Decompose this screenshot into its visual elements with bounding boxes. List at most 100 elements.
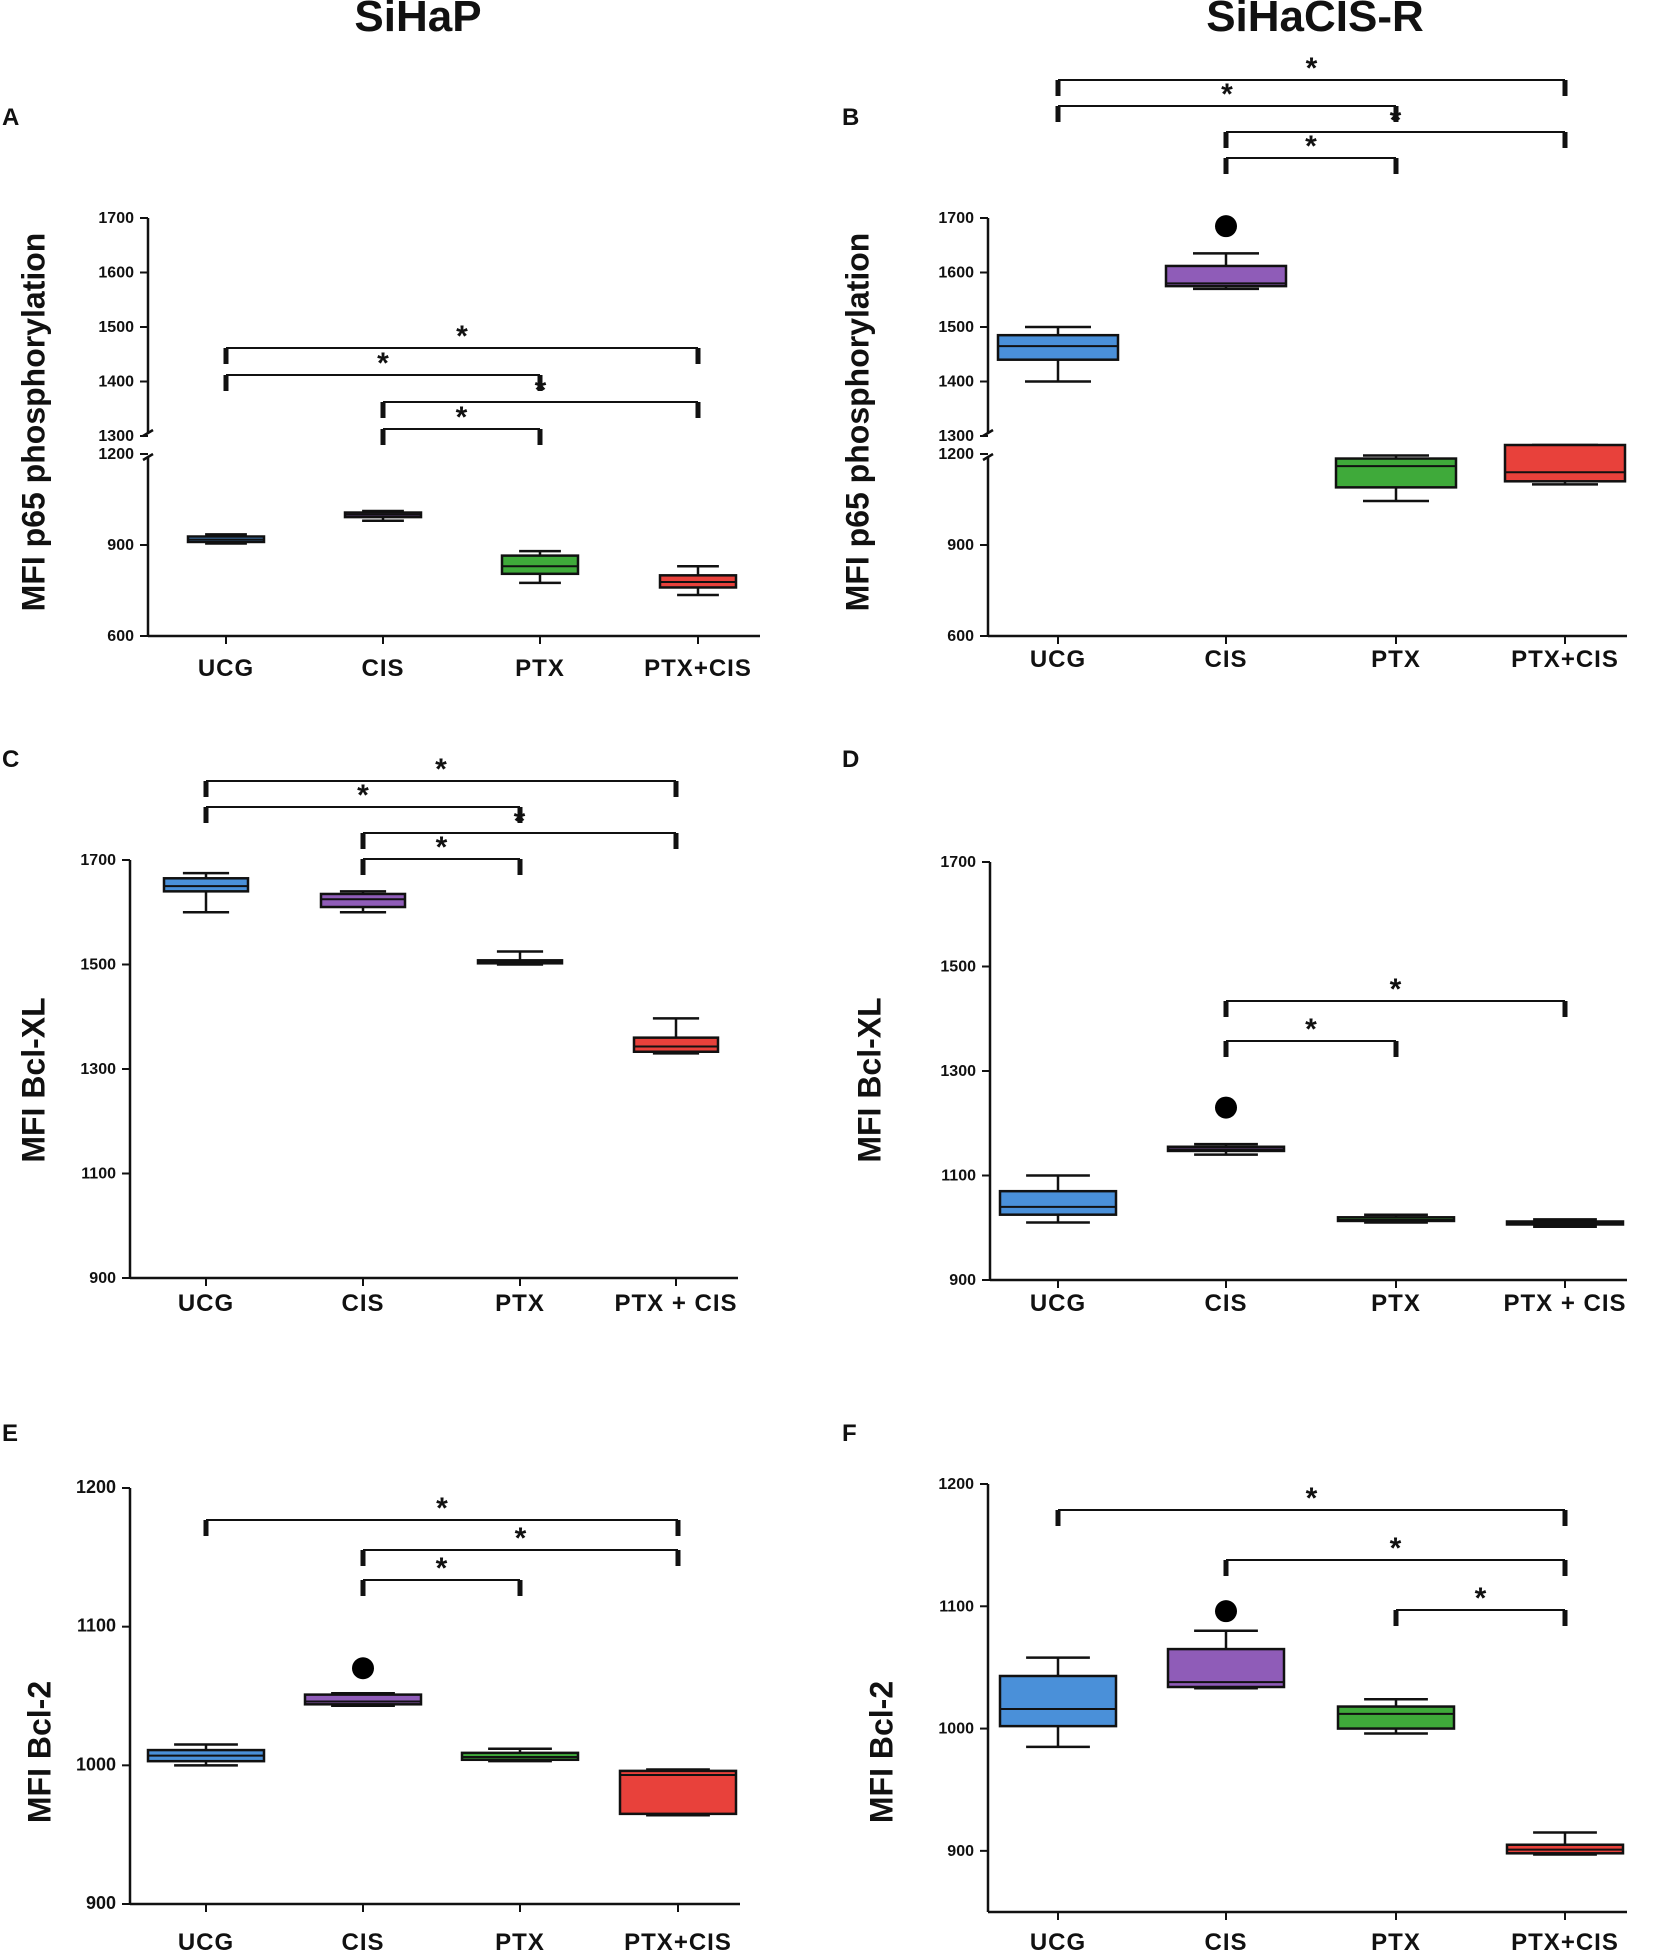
x-tick-label: UCG — [1030, 1929, 1086, 1952]
x-tick-label: PTX+CIS — [1511, 646, 1619, 673]
significance-bracket: * — [203, 753, 679, 797]
panel-c: 900 1100 1300 1500 1700 UCG CIS PTX PTX + CIS * * *… — [80, 753, 738, 1317]
box-cis — [343, 509, 423, 522]
x-tick-label: UCG — [1030, 646, 1086, 673]
significance-bracket: * — [1393, 1582, 1568, 1626]
box-cis — [303, 1691, 423, 1707]
box-ucg — [998, 1656, 1118, 1749]
box-iqr — [1503, 443, 1627, 483]
column-title-sihacis-r: SiHaCIS-R — [1206, 0, 1424, 41]
significance-star: * — [1390, 104, 1402, 137]
box-ucg — [996, 325, 1120, 383]
x-tick-label: PTX+CIS — [1511, 1929, 1619, 1952]
significance-bracket: * — [1055, 78, 1399, 122]
y-tick-label: 1500 — [940, 959, 976, 976]
significance-star: * — [1221, 78, 1233, 111]
significance-star: * — [436, 1492, 448, 1525]
significance-star: * — [1305, 1013, 1317, 1046]
y-tick-label: 900 — [89, 1270, 116, 1287]
y-tick-label: 1100 — [941, 1168, 976, 1185]
y-tick-label: 1700 — [940, 854, 976, 871]
box-iqr — [618, 1769, 738, 1816]
significance-star: * — [514, 805, 526, 838]
panel-f: 900 1000 1100 1200 UCG CIS PTX PTX+CIS * * * — [938, 1476, 1627, 1952]
significance-star: * — [436, 831, 448, 864]
significance-star: * — [357, 779, 369, 812]
y-tick-label: 900 — [86, 1893, 116, 1913]
box-ptx-cis — [1505, 1218, 1625, 1228]
box-ptx — [1334, 454, 1458, 503]
y-tick-label: 600 — [947, 628, 974, 645]
significance-bracket: * — [380, 401, 543, 445]
outlier-point — [352, 1657, 374, 1680]
y-tick-label: 1400 — [938, 374, 974, 391]
panel-letter-a: A — [2, 104, 20, 131]
y-tick-label: 1200 — [938, 1476, 974, 1493]
column-title-sihap: SiHaP — [354, 0, 482, 41]
significance-bracket: * — [223, 347, 543, 391]
significance-bracket: * — [1223, 1532, 1568, 1576]
significance-star: * — [1305, 130, 1317, 163]
y-tick-label: 1200 — [98, 446, 134, 463]
significance-bracket: * — [360, 831, 523, 875]
y-tick-label: 900 — [947, 537, 974, 554]
y-tick-label: 1200 — [76, 1477, 116, 1497]
box-ucg — [998, 1174, 1118, 1224]
significance-star: * — [1306, 52, 1318, 85]
significance-bracket: * — [360, 805, 679, 849]
outlier-point — [1215, 1600, 1237, 1623]
x-tick-label: PTX — [495, 1929, 545, 1952]
y-tick-label: 1300 — [98, 428, 134, 445]
box-ptx — [1336, 1213, 1456, 1224]
x-tick-label: PTX+CIS — [644, 655, 752, 682]
box-iqr — [500, 554, 580, 576]
box-ucg — [146, 1743, 266, 1767]
y-tick-label: 1600 — [938, 265, 974, 282]
significance-star: * — [436, 1552, 448, 1585]
box-iqr — [319, 892, 407, 909]
y-tick-label: 1100 — [939, 1598, 974, 1615]
box-iqr — [632, 1036, 720, 1054]
y-tick-label: 1100 — [77, 1616, 116, 1636]
x-tick-label: PTX — [1371, 1929, 1421, 1952]
box-ptx-cis — [1505, 1831, 1625, 1856]
box-iqr — [998, 1674, 1118, 1728]
y-tick-label: 1700 — [938, 210, 974, 227]
outlier-point — [1215, 215, 1237, 238]
panel-letter-f: F — [842, 1420, 857, 1447]
significance-star: * — [515, 1522, 527, 1555]
box-iqr — [1164, 264, 1288, 288]
y-tick-label: 1600 — [98, 265, 134, 282]
box-iqr — [1334, 457, 1458, 489]
box-ptx — [476, 950, 564, 966]
x-tick-label: UCG — [1030, 1290, 1086, 1317]
x-tick-label: UCG — [178, 1929, 234, 1952]
box-ucg — [186, 533, 266, 545]
y-tick-label: 1000 — [938, 1721, 974, 1738]
significance-bracket: * — [203, 779, 523, 823]
x-tick-label: PTX — [1371, 1290, 1421, 1317]
significance-star: * — [1390, 1532, 1402, 1565]
panel-letter-c: C — [2, 746, 20, 773]
panel-d: 900 1100 1300 1500 1700 UCG CIS PTX PTX + CIS * * — [940, 854, 1627, 1317]
box-cis — [1166, 1629, 1286, 1690]
y-tick-label: 900 — [947, 1843, 974, 1860]
box-ucg — [162, 871, 250, 914]
y-tick-label: 1700 — [98, 210, 134, 227]
significance-bracket: * — [380, 374, 701, 418]
box-ptx-cis — [1503, 443, 1627, 486]
x-tick-label: CIS — [341, 1290, 384, 1317]
x-tick-label: CIS — [341, 1929, 384, 1952]
outlier-point — [1215, 1096, 1237, 1119]
box-iqr — [998, 1189, 1118, 1216]
x-tick-label: CIS — [361, 655, 404, 682]
significance-star: * — [1475, 1582, 1487, 1615]
significance-bracket: * — [1223, 130, 1399, 174]
y-tick-label: 1400 — [98, 374, 134, 391]
y-tick-label: 1500 — [98, 319, 134, 336]
box-cis — [319, 890, 407, 914]
significance-bracket: * — [360, 1552, 523, 1596]
